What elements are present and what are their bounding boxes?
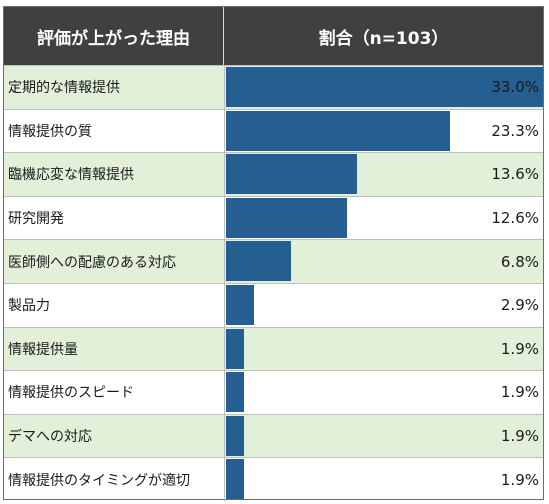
chart-table: 評価が上がった理由 割合（n=103） 定期的な情報提供 33.0% 情報提供の質 2… xyxy=(3,6,544,501)
header-ratio: 割合（n=103） xyxy=(318,28,449,49)
column-divider xyxy=(224,458,225,501)
bar xyxy=(226,197,348,238)
row-label: 医師側への配慮のある対応 xyxy=(8,254,176,271)
table-row: デマへの対応 1.9% xyxy=(4,413,543,458)
row-label: デマへの対応 xyxy=(8,429,92,446)
table-row: 定期的な情報提供 33.0% xyxy=(4,65,543,109)
table-row: 情報提供量 1.9% xyxy=(4,326,543,371)
bar xyxy=(226,328,245,369)
row-label: 情報提供量 xyxy=(8,341,78,358)
bar xyxy=(226,154,357,195)
value-label: 1.9% xyxy=(500,383,539,402)
value-label: 1.9% xyxy=(500,339,539,358)
column-divider xyxy=(224,371,225,414)
table-row: 情報提供のタイミングが適切 1.9% xyxy=(4,457,543,501)
row-label: 定期的な情報提供 xyxy=(8,80,120,97)
value-label: 12.6% xyxy=(491,209,539,228)
column-divider xyxy=(224,327,225,371)
row-label: 製品力 xyxy=(8,298,50,315)
column-divider xyxy=(224,284,225,327)
value-label: 2.9% xyxy=(500,296,539,315)
column-divider xyxy=(224,240,225,283)
value-label: 6.8% xyxy=(500,252,539,271)
header-reason: 評価が上がった理由 xyxy=(4,7,224,65)
row-label: 情報提供の質 xyxy=(8,123,92,140)
column-divider xyxy=(224,109,225,153)
table-row: 製品力 2.9% xyxy=(4,283,543,327)
bar xyxy=(226,241,292,282)
row-label: 情報提供のタイミングが適切 xyxy=(8,472,190,489)
bar xyxy=(226,372,245,413)
row-label: 研究開発 xyxy=(8,211,64,228)
column-divider xyxy=(224,66,225,109)
table-row: 臨機応変な情報提供 13.6% xyxy=(4,152,543,196)
table-row: 情報提供の質 23.3% xyxy=(4,108,543,153)
row-label: 情報提供のスピード xyxy=(8,385,134,402)
bar xyxy=(226,459,245,500)
value-label: 33.0% xyxy=(491,78,539,97)
table-header: 評価が上がった理由 割合（n=103） xyxy=(4,7,543,65)
bar xyxy=(226,67,543,107)
bar xyxy=(226,110,450,151)
column-divider xyxy=(224,153,225,196)
column-divider xyxy=(224,414,225,458)
bar xyxy=(226,415,245,456)
value-label: 13.6% xyxy=(491,165,539,184)
column-divider xyxy=(224,196,225,240)
value-label: 23.3% xyxy=(491,121,539,140)
bar xyxy=(226,285,254,325)
row-label: 臨機応変な情報提供 xyxy=(8,167,134,184)
table-row: 研究開発 12.6% xyxy=(4,195,543,240)
value-label: 1.9% xyxy=(500,470,539,489)
table-row: 情報提供のスピード 1.9% xyxy=(4,370,543,414)
value-label: 1.9% xyxy=(500,427,539,446)
table-row: 医師側への配慮のある対応 6.8% xyxy=(4,239,543,283)
